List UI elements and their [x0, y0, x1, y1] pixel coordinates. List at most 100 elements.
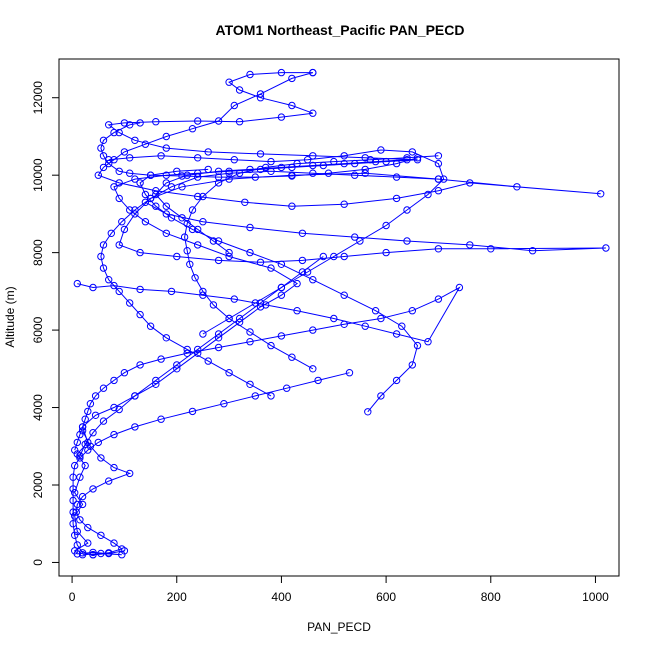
data-point: [105, 156, 113, 164]
data-point: [76, 454, 84, 462]
data-point: [413, 154, 422, 162]
data-point: [199, 192, 207, 201]
data-point: [398, 322, 406, 330]
data-point: [246, 70, 254, 79]
x-axis-label: PAN_PECD: [307, 620, 371, 634]
data-point: [214, 173, 223, 181]
data-point: [69, 508, 77, 516]
data-point: [241, 198, 249, 207]
data-point: [146, 171, 155, 179]
series-line-12: [155, 159, 408, 254]
data-point: [162, 229, 171, 238]
data-point: [256, 165, 265, 174]
data-point: [99, 384, 108, 392]
data-point: [309, 68, 317, 77]
data-point: [115, 287, 123, 296]
data-point: [267, 392, 275, 400]
data-point: [162, 132, 171, 141]
data-point: [267, 341, 275, 350]
data-point: [214, 117, 223, 125]
data-point: [256, 90, 265, 98]
data-point: [225, 314, 233, 323]
data-point: [110, 430, 118, 439]
series-line-5: [100, 170, 439, 397]
data-point: [136, 119, 144, 127]
data-point: [235, 169, 244, 177]
data-point: [309, 326, 317, 334]
data-point: [99, 136, 108, 145]
data-point: [513, 183, 521, 191]
x-tick-label: 400: [271, 590, 291, 604]
data-point: [162, 179, 171, 187]
data-point: [283, 384, 291, 392]
data-point: [76, 452, 84, 460]
series-line-2: [97, 72, 606, 263]
data-point: [71, 489, 79, 497]
y-tick-label: 12000: [31, 81, 45, 115]
data-point: [152, 190, 160, 199]
data-point: [382, 157, 390, 166]
data-point: [209, 237, 218, 245]
data-point: [180, 233, 189, 241]
data-point: [131, 392, 139, 400]
data-point: [194, 192, 202, 201]
data-point: [188, 407, 197, 416]
series-line-7: [108, 149, 445, 335]
data-point: [167, 287, 176, 296]
data-point: [225, 252, 233, 261]
data-point: [403, 206, 411, 214]
data-point: [99, 152, 108, 160]
data-point: [115, 405, 123, 414]
data-point: [73, 527, 82, 536]
data-point: [173, 365, 181, 373]
y-axis-label: Altitude (m): [3, 286, 17, 347]
data-point: [262, 301, 270, 309]
data-point: [377, 314, 385, 323]
data-point: [340, 320, 348, 328]
data-point: [262, 163, 270, 172]
x-tick-label: 800: [481, 590, 501, 604]
data-point: [361, 154, 369, 162]
data-point: [214, 330, 223, 338]
data-point: [361, 322, 369, 330]
data-point: [76, 516, 84, 524]
data-point: [413, 341, 422, 350]
data-point: [84, 539, 92, 547]
data-point: [71, 531, 79, 539]
data-point: [78, 551, 87, 559]
data-point: [126, 299, 134, 307]
data-point: [72, 508, 81, 516]
data-point: [110, 539, 118, 547]
data-point: [235, 86, 244, 94]
data-point: [209, 301, 218, 309]
data-point: [110, 128, 118, 137]
data-point: [256, 94, 265, 102]
data-point: [69, 485, 77, 493]
data-point: [141, 140, 150, 148]
data-point: [152, 202, 160, 210]
y-tick-label: 8000: [31, 239, 45, 266]
data-point: [69, 496, 77, 505]
data-point: [220, 400, 228, 408]
data-point: [162, 202, 171, 210]
data-point: [288, 101, 296, 110]
data-point: [194, 173, 202, 181]
data-point: [167, 183, 176, 191]
data-point: [71, 446, 79, 454]
data-point: [256, 299, 265, 307]
data-point: [298, 268, 307, 276]
data-point: [118, 551, 126, 559]
series-layer: [69, 68, 610, 559]
data-point: [351, 159, 359, 168]
data-point: [107, 229, 116, 238]
data-point: [152, 376, 160, 385]
series-line-4: [139, 168, 419, 413]
data-point: [267, 264, 275, 272]
data-point: [162, 171, 171, 179]
data-point: [303, 268, 312, 276]
data-point: [186, 260, 194, 268]
data-point: [105, 549, 113, 557]
data-point: [136, 285, 144, 294]
data-point: [131, 175, 139, 183]
data-point: [141, 218, 150, 226]
